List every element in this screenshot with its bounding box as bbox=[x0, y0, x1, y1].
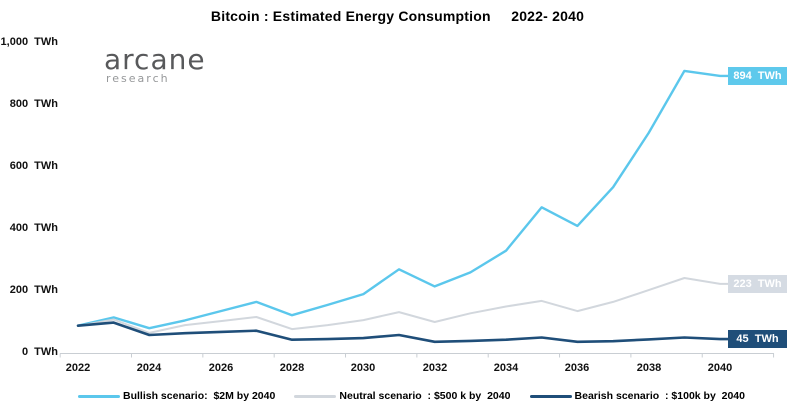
arcane-logo-subtitle: research bbox=[106, 72, 170, 85]
legend-label-bearish: Bearish scenario : $100k by 2040 bbox=[574, 390, 745, 402]
series-line-bullish bbox=[76, 69, 730, 330]
chart-title: Bitcoin : Estimated Energy Consumption 2… bbox=[210, 8, 585, 24]
series-line-neutral bbox=[77, 277, 729, 334]
legend-label-bullish: Bullish scenario: $2M by 2040 bbox=[123, 390, 276, 402]
legend-swatch-neutral bbox=[294, 394, 337, 398]
legend-item-bearish: Bearish scenario : $100k by 2040 bbox=[529, 390, 745, 402]
arcane-logo-wordmark: arcane bbox=[104, 43, 206, 76]
arcane-logo: arcane research bbox=[104, 43, 206, 86]
legend-label-neutral: Neutral scenario : $500 k by 2040 bbox=[339, 390, 511, 402]
legend-item-neutral: Neutral scenario : $500 k by 2040 bbox=[294, 390, 510, 402]
legend-swatch-bullish bbox=[78, 394, 120, 398]
legend-item-bullish: Bullish scenario: $2M by 2040 bbox=[78, 390, 275, 402]
legend: Bullish scenario: $2M by 2040 Neutral sce… bbox=[78, 388, 745, 404]
series-line-bearish bbox=[76, 321, 730, 344]
legend-swatch-bearish bbox=[529, 394, 572, 398]
